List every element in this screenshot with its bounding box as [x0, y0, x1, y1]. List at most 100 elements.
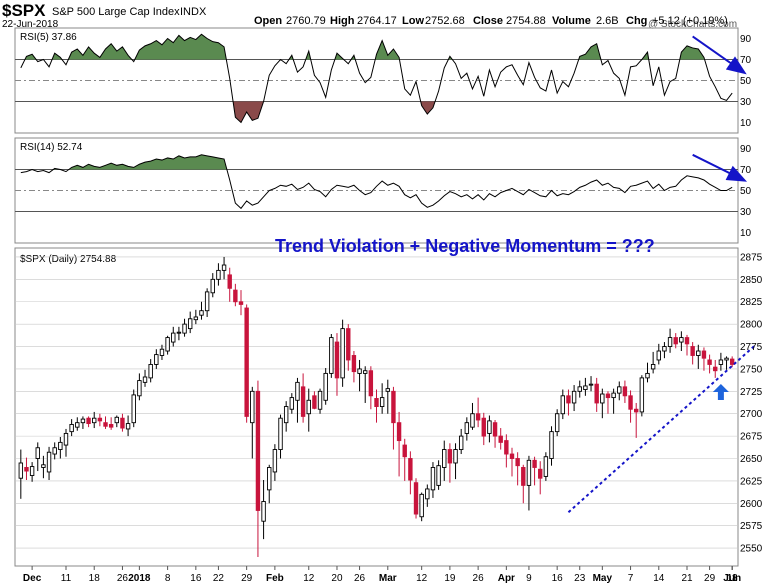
candlestick [696, 344, 701, 369]
candlestick [306, 388, 311, 432]
candlestick [75, 417, 80, 431]
candle-body [396, 422, 402, 442]
candle-body [368, 370, 374, 397]
candle-body [142, 376, 148, 383]
candlestick [656, 343, 661, 365]
candle-body [255, 390, 261, 511]
candlestick [430, 462, 436, 498]
candle-body [295, 381, 300, 401]
candle-body [306, 399, 311, 415]
x-tick-label: 16 [552, 573, 564, 584]
candle-body [199, 310, 204, 316]
price-tick-label: 2825 [740, 297, 763, 308]
rsi5-line [20, 33, 733, 124]
candlestick [238, 290, 244, 316]
candlestick [396, 411, 402, 477]
x-tick-label: 18 [89, 573, 101, 584]
candle-body [312, 395, 317, 409]
close-value: 2754.88 [506, 15, 546, 27]
exchange-label: INDX [180, 6, 207, 18]
candlestick [566, 389, 571, 416]
candlestick [125, 415, 131, 437]
candlestick [227, 267, 232, 302]
candle-body [521, 467, 526, 486]
symbol-title: $SPX [2, 1, 46, 20]
stockcharts-watermark: @ StockCharts.com [648, 19, 737, 30]
candlestick [80, 416, 86, 429]
candle-body [283, 406, 289, 424]
candlestick [29, 462, 35, 482]
candlestick [718, 352, 724, 371]
candle-body [447, 449, 453, 464]
candlestick [69, 419, 74, 437]
candlestick [295, 377, 300, 423]
rsi-overbought-fill [578, 43, 601, 60]
low-label: Low [402, 15, 424, 27]
candlestick [532, 456, 537, 486]
candle-body [97, 417, 103, 422]
x-tick-label: 9 [526, 573, 532, 584]
candlestick [650, 351, 656, 374]
rsi-overbought-fill [375, 40, 400, 60]
candlestick [605, 391, 611, 414]
candlestick [210, 273, 215, 298]
candle-body [346, 328, 351, 361]
candlestick [729, 356, 735, 368]
candlestick [204, 288, 210, 317]
candle-body [696, 350, 701, 356]
price-tick-label: 2775 [740, 342, 763, 353]
rsi5-tick-label: 10 [740, 118, 752, 129]
candlestick [684, 334, 690, 356]
candle-body [707, 359, 712, 365]
candlestick [634, 402, 639, 438]
candle-body [594, 383, 599, 404]
annotation-headline: Trend Violation + Negative Momentum = ??… [275, 236, 655, 256]
candle-body [75, 422, 80, 428]
candle-body [605, 393, 611, 399]
x-tick-label: 14 [653, 573, 665, 584]
price-tick-label: 2550 [740, 544, 763, 555]
candlestick [560, 389, 566, 420]
candlestick [221, 256, 227, 280]
rsi14-line [20, 154, 733, 210]
candle-body [46, 451, 52, 473]
close-label: Close [473, 15, 503, 27]
candle-body [464, 422, 470, 434]
x-tick-label: 29 [704, 573, 716, 584]
candle-body [329, 337, 334, 374]
candle-body [543, 456, 549, 477]
candlestick [447, 443, 453, 483]
candle-body [554, 413, 560, 433]
candle-body [221, 264, 227, 271]
candlestick [312, 391, 317, 410]
candle-body [549, 431, 554, 459]
candle-body [227, 274, 232, 289]
candle-body [363, 370, 368, 374]
candlestick [351, 351, 357, 383]
candle-body [560, 395, 566, 415]
candle-body [379, 397, 385, 408]
candle-body [176, 331, 182, 334]
candlestick [154, 349, 159, 369]
candlestick [317, 388, 323, 414]
x-tick-label: 16 [190, 573, 202, 584]
candlestick [233, 283, 238, 307]
rsi5-tick-label: 90 [740, 34, 752, 45]
candlestick [453, 443, 458, 480]
volume-label: Volume [552, 15, 591, 27]
candle-body [650, 364, 656, 370]
rsi5-legend: RSI(5) 37.86 [20, 32, 77, 43]
candlestick [97, 413, 103, 427]
candle-body [611, 392, 616, 399]
candlestick [538, 461, 543, 495]
candle-body [622, 386, 628, 397]
candle-body [662, 346, 667, 352]
candle-body [216, 269, 221, 280]
rsi5-down-arrow [692, 35, 747, 75]
price-tick-label: 2850 [740, 275, 763, 286]
x-tick-label: Jun [723, 573, 741, 584]
candle-body [35, 447, 40, 459]
candlestick [363, 366, 368, 403]
candle-body [498, 435, 503, 443]
candle-body [458, 435, 464, 450]
